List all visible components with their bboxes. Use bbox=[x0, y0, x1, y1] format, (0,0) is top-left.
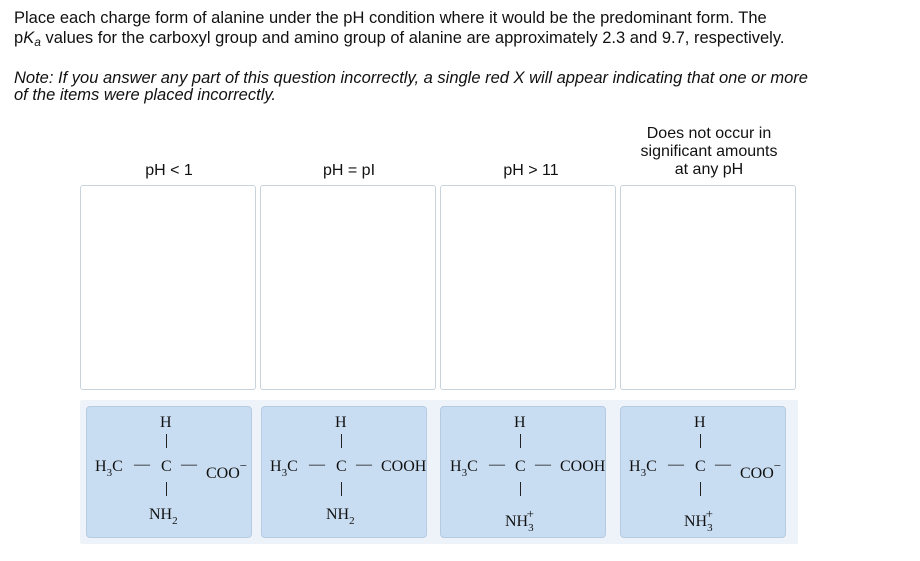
dropzone-ph-less-1[interactable] bbox=[80, 185, 256, 390]
mol2-carboxyl: COOH bbox=[381, 458, 427, 475]
draggable-card-alanine-neutral-form[interactable] bbox=[261, 406, 427, 538]
mol4-alpha-carbon: C bbox=[695, 458, 706, 475]
mol4-bond-up bbox=[700, 434, 701, 448]
note-line-1: Note: If you answer any part of this que… bbox=[14, 69, 808, 87]
mol2-alpha-carbon: C bbox=[336, 458, 347, 475]
note-line-2: of the items were placed incorrectly. bbox=[14, 86, 276, 104]
mol1-alpha-carbon: C bbox=[161, 458, 172, 475]
mol4-carboxyl: COO− bbox=[740, 458, 782, 482]
mol4-methyl: H3C bbox=[629, 458, 657, 479]
mol3-bond-up bbox=[520, 434, 521, 448]
mol4-top-h: H bbox=[694, 414, 706, 431]
column-label-does-not-occur: Does not occur in significant amounts at… bbox=[640, 125, 778, 178]
mol1-bond-left: — bbox=[134, 456, 150, 473]
k-symbol: K bbox=[23, 29, 35, 47]
mol3-top-h: H bbox=[514, 414, 526, 431]
column-label-ph-less-1: pH < 1 bbox=[145, 162, 193, 179]
dropzone-does-not-occur[interactable] bbox=[620, 185, 796, 390]
mol3-amino: NH3+ bbox=[505, 506, 534, 534]
dropzone-ph-greater-11[interactable] bbox=[440, 185, 616, 390]
note-text: Note: If you answer any part of this que… bbox=[14, 70, 914, 104]
draggable-card-alanine-cation-form[interactable] bbox=[440, 406, 606, 538]
dropzone-ph-equal-pi[interactable] bbox=[260, 185, 436, 390]
draggable-card-alanine-anion-form[interactable] bbox=[86, 406, 252, 538]
mol3-carboxyl: COOH bbox=[560, 458, 606, 475]
mol2-bond-left: — bbox=[309, 456, 325, 473]
mol1-bond-up bbox=[166, 434, 167, 448]
question-line-2: pKa values for the carboxyl group and am… bbox=[14, 28, 904, 52]
mol2-top-h: H bbox=[335, 414, 347, 431]
mol1-bond-right: — bbox=[181, 456, 197, 473]
question-line-1: Place each charge form of alanine under … bbox=[14, 9, 767, 27]
mol1-methyl: H3C bbox=[95, 458, 123, 479]
p-prefix: p bbox=[14, 29, 24, 47]
column-label-ph-greater-11: pH > 11 bbox=[503, 162, 559, 179]
mol4-amino: NH3+ bbox=[684, 506, 713, 534]
mol4-bond-left: — bbox=[668, 456, 684, 473]
question-text: Place each charge form of alanine under … bbox=[14, 8, 904, 52]
a-subscript: a bbox=[34, 35, 41, 49]
mol1-amino: NH2 bbox=[149, 506, 178, 527]
mol3-bond-down bbox=[520, 482, 521, 496]
mol1-top-h: H bbox=[160, 414, 172, 431]
mol1-bond-down bbox=[166, 482, 167, 496]
mol2-amino: NH2 bbox=[326, 506, 355, 527]
mol2-bond-up bbox=[341, 434, 342, 448]
mol3-alpha-carbon: C bbox=[515, 458, 526, 475]
mol3-bond-left: — bbox=[489, 456, 505, 473]
mol4-bond-right: — bbox=[715, 456, 731, 473]
question-line-2-rest: values for the carboxyl group and amino … bbox=[40, 29, 785, 47]
mol4-bond-down bbox=[700, 482, 701, 496]
draggable-card-alanine-zwitterion-form[interactable] bbox=[620, 406, 786, 538]
mol2-bond-right: — bbox=[356, 456, 372, 473]
column-label-ph-equal-pi: pH = pI bbox=[322, 162, 376, 179]
mol3-methyl: H3C bbox=[450, 458, 478, 479]
mol3-bond-right: — bbox=[535, 456, 551, 473]
mol1-carboxyl: COO− bbox=[206, 458, 248, 482]
mol2-methyl: H3C bbox=[270, 458, 298, 479]
mol2-bond-down bbox=[341, 482, 342, 496]
